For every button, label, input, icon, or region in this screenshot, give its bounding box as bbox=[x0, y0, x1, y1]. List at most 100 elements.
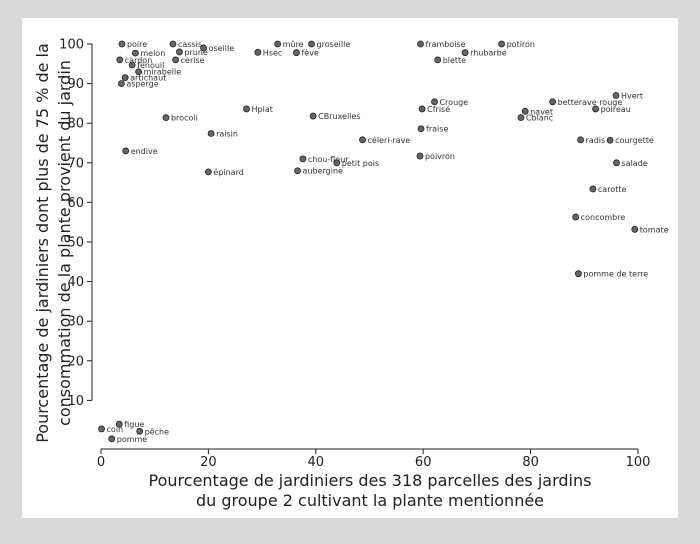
data-point-label: Crouge bbox=[439, 98, 468, 107]
x-tick-label: 100 bbox=[626, 455, 651, 470]
data-point bbox=[207, 130, 215, 137]
data-point-label: groseille bbox=[317, 40, 351, 49]
x-tick-label: 60 bbox=[415, 455, 432, 470]
data-point-label: poivron bbox=[425, 152, 455, 161]
data-points: poire cassis oseille mûre groseille framboise… bbox=[98, 40, 669, 444]
x-tick-label: 80 bbox=[522, 455, 539, 470]
data-point bbox=[122, 147, 130, 155]
data-point-label: pêche bbox=[145, 426, 169, 436]
data-point-label: raisin bbox=[216, 129, 238, 138]
data-point-label: Cblanc bbox=[526, 114, 553, 123]
data-point bbox=[613, 159, 620, 167]
y-tick-label: 70 bbox=[67, 156, 84, 171]
y-tick-label: 80 bbox=[67, 117, 84, 132]
data-point bbox=[592, 105, 599, 113]
data-point bbox=[121, 74, 129, 82]
data-point bbox=[200, 44, 207, 52]
data-point-label: Cfrisé bbox=[427, 104, 450, 114]
data-point bbox=[135, 68, 142, 76]
data-point bbox=[417, 40, 424, 48]
data-point bbox=[308, 40, 315, 48]
y-tick-label: 50 bbox=[67, 236, 84, 251]
data-point-label: aubergine bbox=[303, 167, 343, 176]
data-point bbox=[431, 98, 438, 106]
data-point-label: salade bbox=[622, 159, 648, 168]
y-tick-label: 100 bbox=[59, 38, 84, 53]
data-point bbox=[577, 136, 584, 144]
y-tick-label: 40 bbox=[67, 275, 84, 290]
data-point-label: coin bbox=[107, 425, 124, 434]
data-point bbox=[521, 107, 529, 115]
data-point bbox=[128, 61, 136, 69]
data-point-label: asperge bbox=[126, 80, 158, 89]
data-point-label: figue bbox=[124, 420, 144, 429]
data-point-label: chou-fleur bbox=[308, 155, 349, 164]
data-point bbox=[136, 427, 144, 435]
data-point bbox=[574, 270, 582, 278]
x-axis-title-line-1: Pourcentage de jardiniers des 318 parcel… bbox=[149, 471, 592, 490]
data-point-label: carotte bbox=[598, 185, 627, 194]
data-point-label: mirabelle bbox=[144, 68, 182, 77]
data-point-label: cardon bbox=[125, 56, 153, 65]
x-tick-label: 20 bbox=[200, 455, 217, 470]
data-point-label: céleri-rave bbox=[368, 135, 411, 145]
data-point bbox=[418, 105, 426, 113]
data-point-label: cerise bbox=[181, 56, 205, 65]
data-point bbox=[98, 425, 105, 433]
data-point bbox=[204, 168, 212, 176]
data-point-label: cassis bbox=[178, 40, 202, 49]
data-point-label: fenouil bbox=[137, 61, 164, 70]
data-point-label: oseille bbox=[209, 44, 235, 53]
data-point bbox=[108, 435, 116, 443]
data-point-label: mûre bbox=[283, 40, 304, 49]
data-point-label: navet bbox=[530, 107, 553, 116]
y-axis-title-line-1: Pourcentage de jardiniers dont plus de 7… bbox=[33, 43, 52, 443]
data-point bbox=[162, 114, 170, 122]
data-point bbox=[116, 56, 124, 64]
y-tick-label: 10 bbox=[67, 394, 84, 409]
data-point bbox=[359, 136, 366, 144]
y-axis-title-line-2: consommation de la plante provient du ja… bbox=[55, 60, 74, 426]
data-point bbox=[517, 114, 525, 122]
data-point-label: courgette bbox=[615, 136, 654, 145]
data-point-label: framboise bbox=[426, 40, 466, 49]
data-point-label: prune bbox=[184, 48, 208, 57]
x-tick-label: 40 bbox=[308, 455, 325, 470]
x-axis-title-line-2: du groupe 2 cultivant la plante mentionn… bbox=[196, 491, 544, 510]
data-point bbox=[131, 49, 139, 57]
data-point-label: poireau bbox=[601, 105, 631, 114]
data-point-label: épinard bbox=[213, 167, 243, 177]
data-point-label: endive bbox=[131, 147, 158, 156]
y-tick-label: 30 bbox=[67, 315, 84, 330]
data-point bbox=[294, 167, 301, 175]
data-point-label: betterave rouge bbox=[558, 98, 623, 107]
plot-panel bbox=[22, 18, 678, 518]
data-point-label: rhubarbe bbox=[470, 49, 507, 58]
y-tick-label: 90 bbox=[67, 77, 84, 92]
data-point-label: fève bbox=[301, 48, 318, 58]
data-point bbox=[176, 48, 183, 56]
data-point-label: potiron bbox=[507, 40, 535, 49]
data-point bbox=[274, 40, 282, 48]
y-tick-label: 20 bbox=[67, 354, 84, 369]
data-point-label: CBruxelles bbox=[318, 112, 360, 121]
data-point bbox=[243, 105, 250, 113]
data-point bbox=[118, 80, 125, 87]
data-point bbox=[299, 155, 307, 163]
axes: 10 20 30 40 50 60 70 80 90 100 0 20 40 60 80 100 bbox=[59, 38, 650, 471]
data-point bbox=[172, 56, 180, 64]
data-point bbox=[293, 49, 300, 57]
data-point bbox=[333, 159, 341, 167]
data-point-label: concombre bbox=[581, 213, 626, 222]
x-tick-label: 0 bbox=[97, 455, 105, 470]
data-point bbox=[589, 185, 597, 193]
data-point bbox=[309, 112, 317, 120]
data-point bbox=[606, 136, 614, 144]
data-point bbox=[416, 152, 424, 160]
data-point-label: melon bbox=[140, 49, 165, 58]
data-point-label: artichaut bbox=[130, 74, 166, 83]
data-point-label: radis bbox=[586, 136, 606, 145]
data-point-label: brocoli bbox=[171, 114, 198, 123]
y-tick-label: 60 bbox=[67, 196, 84, 211]
